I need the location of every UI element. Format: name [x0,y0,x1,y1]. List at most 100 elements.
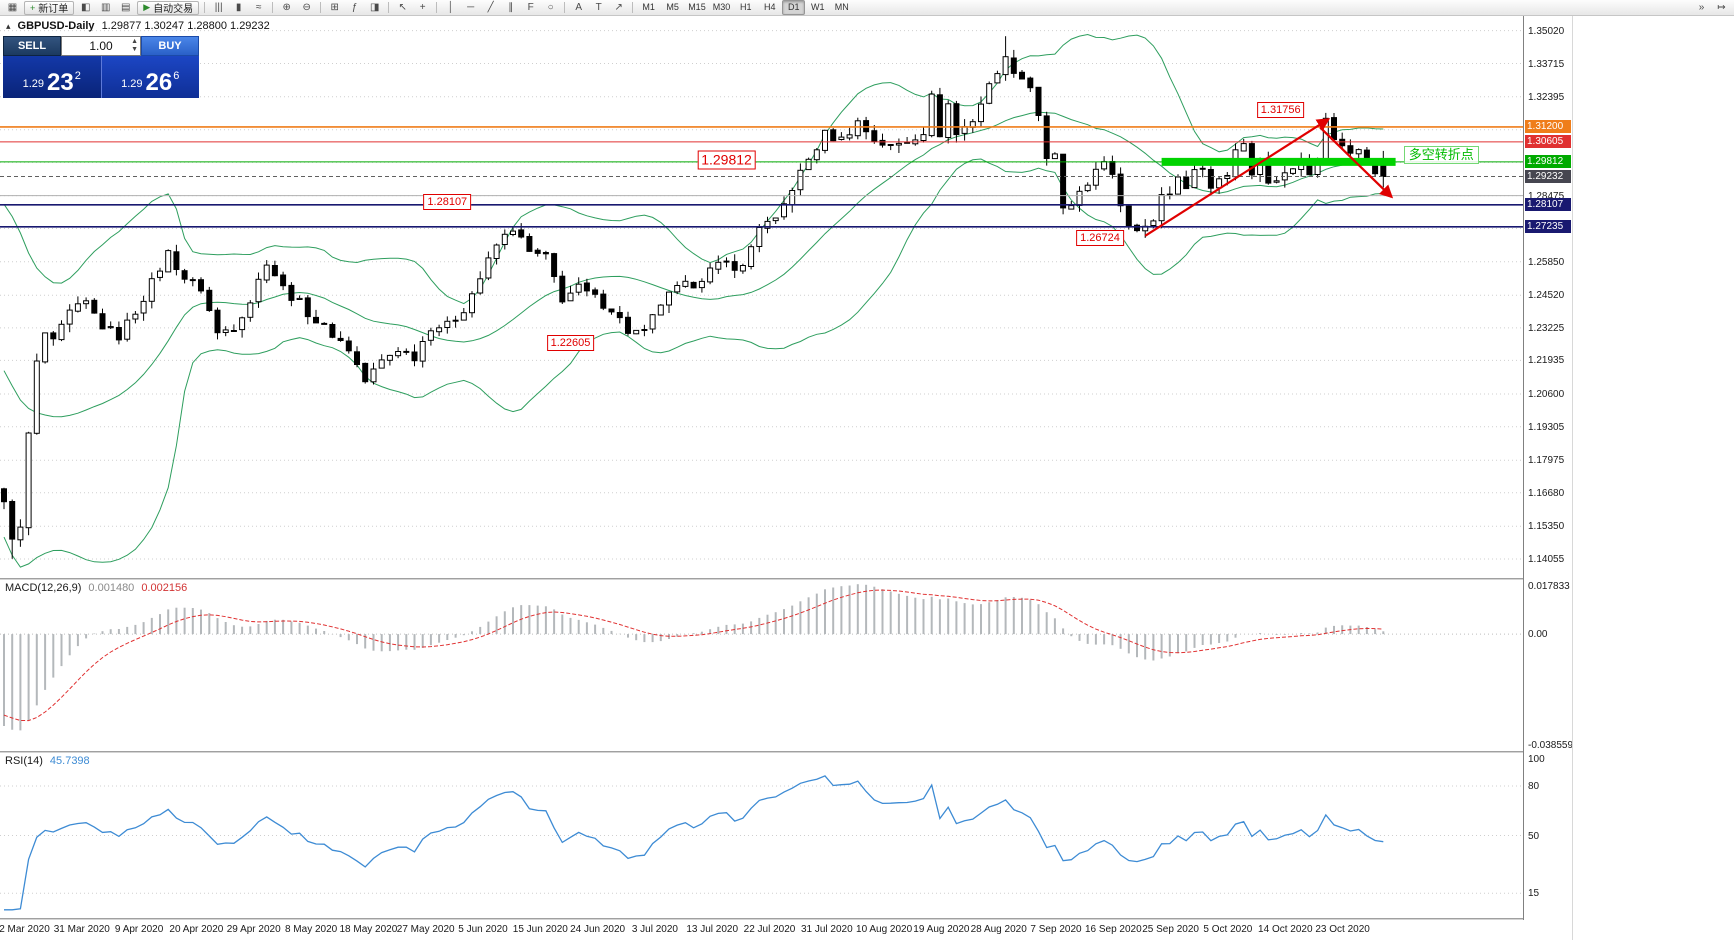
toolbar-separator [388,2,390,13]
navigator-icon[interactable]: ▤ [121,2,131,13]
fibonacci-icon[interactable]: F [527,2,534,13]
price-tick-label: -0.038559 [1528,740,1574,751]
crosshair-icon[interactable]: + [419,2,426,13]
one-click-collapse-icon[interactable]: ▴ [6,20,11,31]
sell-price-panel[interactable]: 1.29 23 2 [3,56,102,98]
zoom-group: ⊕ ⊖ [277,0,316,15]
date-label: 13 Jul 2020 [686,924,739,935]
price-tag: 1.27235 [1525,220,1571,234]
sell-button[interactable]: SELL [3,36,61,56]
zoom-out-icon[interactable]: ⊖ [302,2,311,13]
price-tick-label: 1.15350 [1528,521,1565,533]
date-label: 27 May 2020 [396,924,455,935]
autotrade-icon: ▶ [143,2,151,12]
shapes-icon[interactable]: ○ [547,2,554,13]
timeframe-D1[interactable]: D1 [782,0,806,15]
volume-spinner[interactable]: ▲ ▼ [131,38,138,54]
timeframe-H4[interactable]: H4 [763,2,776,12]
price-annotation[interactable]: 1.28107 [423,194,472,210]
timeframe-MN[interactable]: MN [834,2,849,12]
timeframe-M15[interactable]: M15 [688,2,706,12]
tile-windows-icon[interactable]: ⊞ [330,2,339,13]
date-label: 2 Mar 2020 [0,924,50,935]
trend-lines[interactable] [1144,118,1394,237]
autotrade-button[interactable]: ▶ 自动交易 [137,0,200,15]
price-tick-label: 1.14055 [1528,554,1565,565]
price-axis[interactable]: 1.35020 1.33715 1.32395 1.28475 1.25850 1.245… [1523,16,1574,920]
toolbar-left-group: ▦ [3,0,22,15]
price-tick-label: 0.017833 [1528,581,1570,592]
sell-price-prefix: 1.29 [22,78,45,90]
macd-main-value: 0.001480 [88,582,135,594]
toolbar-separator [320,2,322,13]
toolbar-right-group: » ↦ [1692,0,1731,15]
rsi-panel[interactable]: RSI(14) 45.7398 [0,753,1523,918]
macd-histogram [3,584,1385,731]
macd-title: MACD(12,26,9) 0.001480 0.002156 [5,582,187,594]
new-chart-icon[interactable]: ▦ [7,2,18,13]
volume-input[interactable]: 1.00 ▲ ▼ [61,36,141,56]
date-label: 16 Sep 2020 [1084,924,1142,935]
panel-separator[interactable] [0,578,1572,580]
toolbar-separator [632,2,634,13]
price-tick-label: 1.17975 [1528,455,1565,467]
spinner-up-icon[interactable]: ▲ [131,38,138,45]
buy-button[interactable]: BUY [141,36,199,56]
price-annotation[interactable]: 1.29812 [697,150,756,170]
templates-icon[interactable]: ◨ [369,2,380,13]
rsi-value: 45.7398 [49,755,90,767]
new-order-button[interactable]: + 新订单 [24,0,75,15]
price-annotation[interactable]: 1.31756 [1256,101,1305,118]
candlestick-chart[interactable] [0,16,1523,578]
text-label-icon[interactable]: T [595,2,602,13]
date-axis[interactable]: 2 Mar 2020 31 Mar 2020 9 Apr 2020 20 Apr 20… [0,920,1572,940]
price-annotation[interactable]: 1.22605 [546,334,595,351]
buy-price-panel[interactable]: 1.29 26 6 [101,56,199,98]
timeframe-H1[interactable]: H1 [739,2,752,12]
trendline-icon[interactable]: ╱ [487,2,494,13]
line-chart-icon[interactable]: ≈ [255,2,262,13]
macd-chart[interactable] [0,580,1523,751]
price-annotation[interactable]: 1.26724 [1076,230,1124,247]
chart-overlays: 1.31756 1.29812 1.28107 1.26724 1.22605 [0,16,1523,578]
market-watch-icon[interactable]: ◧ [81,2,91,13]
spinner-down-icon[interactable]: ▼ [131,46,138,53]
rsi-chart[interactable] [0,753,1523,918]
main-chart-panel[interactable]: 1.31756 1.29812 1.28107 1.26724 1.22605 ▴ GB… [0,16,1523,578]
rsi-title: RSI(14) 45.7398 [5,755,90,767]
toolbar-separator [564,2,566,13]
turning-point-note[interactable]: 多空转折点 [1403,146,1479,165]
data-window-icon[interactable]: ▥ [101,2,111,13]
chart-title: ▴ GBPUSD-Daily 1.29877 1.30247 1.28800 1… [6,20,270,32]
date-label: 31 Jul 2020 [800,924,853,935]
timeframe-M5[interactable]: M5 [666,2,679,12]
price-tick-label: 1.19305 [1528,421,1565,433]
timeframe-M1[interactable]: M1 [642,2,655,12]
arrow-tools-icon[interactable]: ↗ [614,2,623,13]
horizontal-line-icon[interactable]: ─ [467,2,475,13]
indicators-icon[interactable]: ƒ [351,2,358,13]
vertical-line-icon[interactable]: │ [447,2,454,13]
volume-value: 1.00 [89,39,113,53]
macd-panel[interactable]: MACD(12,26,9) 0.001480 0.002156 [0,580,1523,751]
price-tick-label: 1.24520 [1528,290,1565,302]
timeframe-M30[interactable]: M30 [712,2,731,12]
panel-separator[interactable] [0,751,1572,753]
bar-chart-icon[interactable]: ||| [214,2,223,13]
bollinger-bands[interactable] [3,33,1384,568]
price-tag: 1.31200 [1525,120,1571,134]
sell-price-sup: 2 [74,70,81,82]
candlestick-chart-icon[interactable]: ▮ [235,2,242,13]
zoom-in-icon[interactable]: ⊕ [282,2,291,13]
cursor-group: ↖ + [393,0,432,15]
sell-price-big: 23 [47,69,74,96]
auto-scroll-icon[interactable]: » [1698,2,1705,13]
horizontal-lines[interactable] [0,126,1523,228]
timeframe-W1[interactable]: W1 [810,2,825,12]
text-icon[interactable]: A [575,2,583,13]
date-label: 22 Jul 2020 [743,924,796,935]
chart-shift-icon[interactable]: ↦ [1717,2,1726,13]
date-label: 7 Sep 2020 [1030,924,1082,935]
equidistant-channel-icon[interactable]: ∥ [508,2,514,13]
cursor-icon[interactable]: ↖ [398,2,407,13]
